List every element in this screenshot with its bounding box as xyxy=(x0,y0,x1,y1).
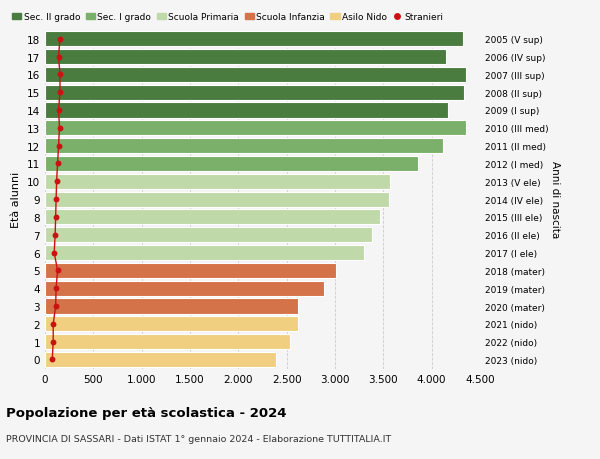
Point xyxy=(54,107,64,114)
Point xyxy=(51,214,61,221)
Bar xyxy=(45,334,290,349)
Bar xyxy=(45,139,443,154)
Point xyxy=(53,267,62,274)
Point xyxy=(55,72,65,79)
Bar xyxy=(45,246,364,261)
Point xyxy=(52,178,61,185)
Point xyxy=(47,356,57,364)
Bar xyxy=(45,210,380,225)
Point xyxy=(55,36,65,43)
Bar xyxy=(45,67,466,83)
Point xyxy=(53,161,62,168)
Bar xyxy=(45,157,418,172)
Bar xyxy=(45,121,466,136)
Text: PROVINCIA DI SASSARI - Dati ISTAT 1° gennaio 2024 - Elaborazione TUTTITALIA.IT: PROVINCIA DI SASSARI - Dati ISTAT 1° gen… xyxy=(6,434,391,443)
Bar xyxy=(45,281,325,296)
Bar xyxy=(45,50,446,65)
Bar xyxy=(45,85,464,101)
Bar xyxy=(45,228,372,243)
Point xyxy=(55,90,65,97)
Bar xyxy=(45,352,276,367)
Bar xyxy=(45,192,389,207)
Point xyxy=(49,320,58,328)
Point xyxy=(52,196,61,203)
Point xyxy=(55,125,64,132)
Bar xyxy=(45,103,448,118)
Bar xyxy=(45,317,298,332)
Bar xyxy=(45,174,390,190)
Point xyxy=(52,285,61,292)
Point xyxy=(49,249,59,257)
Point xyxy=(50,231,60,239)
Point xyxy=(49,338,58,346)
Bar xyxy=(45,263,336,278)
Point xyxy=(54,54,64,61)
Text: Popolazione per età scolastica - 2024: Popolazione per età scolastica - 2024 xyxy=(6,406,287,419)
Point xyxy=(51,302,61,310)
Y-axis label: Età alunni: Età alunni xyxy=(11,172,22,228)
Y-axis label: Anni di nascita: Anni di nascita xyxy=(550,161,560,238)
Point xyxy=(54,143,64,150)
Bar xyxy=(45,32,463,47)
Bar xyxy=(45,299,298,314)
Legend: Sec. II grado, Sec. I grado, Scuola Primaria, Scuola Infanzia, Asilo Nido, Stran: Sec. II grado, Sec. I grado, Scuola Prim… xyxy=(12,13,443,22)
